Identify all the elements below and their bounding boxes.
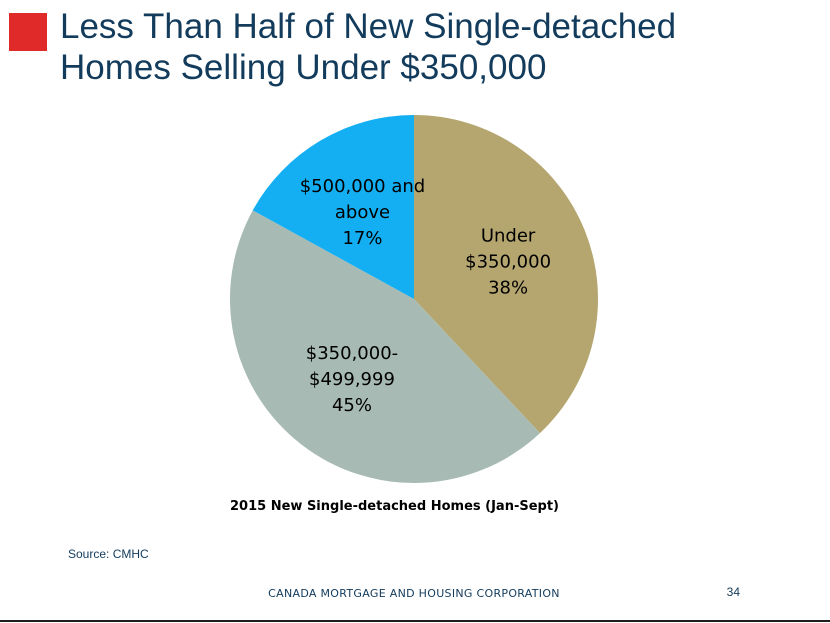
slide-title-line-2: Homes Selling Under $350,000 bbox=[60, 48, 547, 87]
page-number: 34 bbox=[726, 585, 740, 599]
pie-slices bbox=[230, 115, 598, 484]
pie-slice-label-line: 38% bbox=[488, 278, 528, 299]
footer-divider bbox=[0, 620, 830, 622]
pie-labels: Under $350,000 38% $350,000- $499,999 45% $500… bbox=[300, 176, 551, 416]
pie-slice-3 bbox=[252, 115, 414, 299]
source-note: Source: CMHC bbox=[68, 547, 149, 561]
pie-slice-label-line: 45% bbox=[332, 395, 372, 416]
pie-slice-1 bbox=[414, 115, 598, 434]
pie-slice-2 bbox=[230, 210, 540, 484]
pie-slice-label-line: 17% bbox=[342, 228, 382, 249]
pie-slice-label-line: $500,000 and bbox=[300, 176, 425, 197]
pie-slice-label-line: $499,999 bbox=[309, 369, 395, 390]
slide-title-line-1: Less Than Half of New Single-detached bbox=[60, 7, 677, 46]
pie-slice-label-line: $350,000 bbox=[465, 252, 551, 273]
pie-slice-label-line: Under bbox=[481, 226, 536, 247]
footer-organization: CANADA MORTGAGE AND HOUSING CORPORATION bbox=[268, 587, 560, 600]
slide-title: Less Than Half of New Single-detached Ho… bbox=[60, 6, 820, 88]
pie-slice-label-2: $350,000- $499,999 45% bbox=[306, 343, 398, 416]
chart-title: 2015 New Single-detached Homes (Jan-Sept… bbox=[230, 499, 559, 514]
pie-slice-label-1: Under $350,000 38% bbox=[465, 226, 551, 299]
pie-slice-label-line: above bbox=[335, 202, 390, 223]
title-accent-square bbox=[9, 13, 47, 51]
pie-slice-label-line: $350,000- bbox=[306, 343, 398, 364]
pie-slice-label-3: $500,000 and above 17% bbox=[300, 176, 425, 249]
